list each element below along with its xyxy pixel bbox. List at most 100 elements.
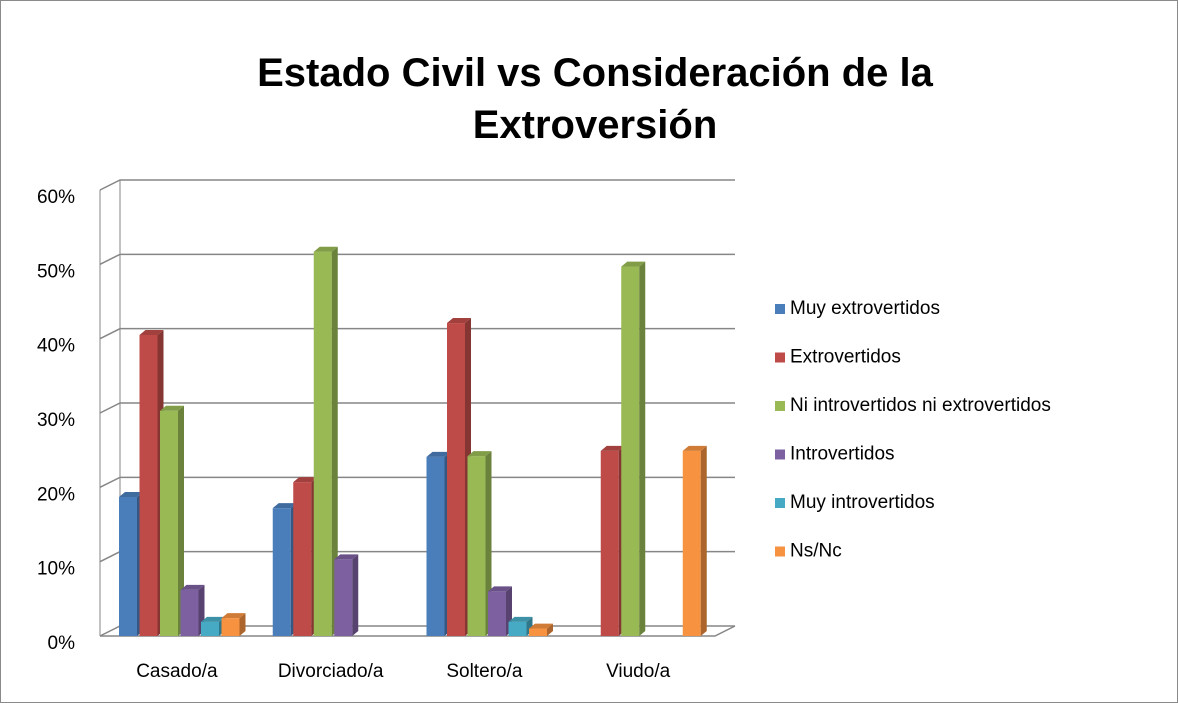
bar-top <box>272 503 297 509</box>
grid-line-segment <box>99 327 735 340</box>
bar <box>201 616 225 636</box>
bar <box>272 503 297 636</box>
legend-swatch <box>775 352 785 363</box>
grid-line-segment <box>99 179 735 191</box>
bar-side <box>639 261 646 636</box>
legend-label: Extrovertidos <box>790 347 901 368</box>
bar-front <box>160 410 178 636</box>
legend-swatch <box>775 401 785 411</box>
bar <box>293 477 318 636</box>
bar <box>621 261 646 636</box>
bar-front <box>201 621 219 636</box>
bar <box>221 613 246 636</box>
y-tick-label: 30% <box>37 410 75 431</box>
bar-top <box>139 329 164 335</box>
bar-front <box>467 456 486 636</box>
bar-top <box>221 613 246 619</box>
bar <box>426 451 451 636</box>
bar-top <box>488 586 512 592</box>
bar-top <box>529 623 553 629</box>
legend-label: Ni introvertidos ni extrovertidos <box>790 395 1051 416</box>
bar <box>488 586 512 636</box>
grid-line <box>99 402 735 414</box>
bar-front <box>119 496 137 636</box>
bar-top <box>426 451 451 457</box>
bar-front <box>488 591 506 636</box>
x-tick-label: Soltero/a <box>446 661 522 682</box>
bar-front <box>272 508 291 636</box>
y-tick-label: 20% <box>37 484 75 505</box>
bar-top <box>600 445 625 451</box>
bar <box>600 445 625 636</box>
chart-title: Estado Civil vs Consideración de la Extro… <box>257 51 934 147</box>
bar-top <box>621 261 646 267</box>
bar-side <box>700 445 707 636</box>
bar-side <box>178 405 184 636</box>
bar-front <box>426 456 445 636</box>
bar-front <box>180 589 199 636</box>
bar-front <box>600 450 619 636</box>
bar-side <box>331 246 338 637</box>
bar-front <box>529 628 547 636</box>
bar-top <box>180 584 205 590</box>
legend-label: Introvertidos <box>790 444 895 465</box>
bar <box>160 405 184 636</box>
bar-front <box>293 482 312 636</box>
bar-front <box>313 251 332 637</box>
bar <box>682 445 707 636</box>
grid-line <box>99 327 735 340</box>
bar <box>467 451 492 636</box>
bar-front <box>621 266 640 636</box>
bar <box>139 329 164 636</box>
bar-side <box>239 613 246 636</box>
legend-swatch <box>775 304 785 314</box>
title-line: Extroversión <box>473 103 718 147</box>
x-tick-label: Viudo/a <box>606 661 671 682</box>
bar <box>334 554 359 636</box>
bar <box>119 491 143 636</box>
bar <box>313 246 338 637</box>
bar-side <box>547 623 553 636</box>
y-tick-label: 10% <box>37 559 75 580</box>
bar <box>180 584 205 636</box>
bar-front <box>508 621 527 636</box>
bar-top <box>201 616 225 622</box>
legend-swatch <box>775 498 785 508</box>
bar-top <box>160 405 184 411</box>
title-line: Estado Civil vs Consideración de la <box>257 51 934 95</box>
y-tick-label: 0% <box>48 633 76 654</box>
y-tick-label: 60% <box>37 187 75 208</box>
bar-front <box>334 559 353 636</box>
legend-label: Ns/Nc <box>790 541 842 562</box>
y-tick-label: 40% <box>37 336 75 357</box>
bar-side <box>352 554 359 636</box>
bar-top <box>334 554 359 560</box>
bar <box>529 623 553 636</box>
bar-front <box>221 618 240 636</box>
bar-top <box>508 616 533 622</box>
grid-line-segment <box>99 476 735 489</box>
grid-line <box>99 476 735 489</box>
bar-front <box>682 450 701 636</box>
bar-front <box>447 323 465 636</box>
legend-label: Muy introvertidos <box>790 492 935 513</box>
legend-swatch <box>775 546 785 557</box>
grid-line <box>99 179 735 191</box>
bar-front <box>139 334 158 636</box>
bar-top <box>293 477 318 483</box>
bar-top <box>447 318 471 324</box>
x-tick-label: Divorciado/a <box>278 661 384 682</box>
legend-swatch <box>775 449 785 460</box>
grid-line <box>99 253 735 266</box>
bar-top <box>467 451 492 457</box>
x-tick-label: Casado/a <box>136 661 218 682</box>
bar <box>508 616 533 636</box>
bar-top <box>682 445 707 451</box>
grid-line-segment <box>99 402 735 414</box>
bar-top <box>119 491 143 497</box>
y-tick-label: 50% <box>37 261 75 282</box>
grid-line-segment <box>99 253 735 266</box>
bar <box>447 318 471 636</box>
bar-top <box>313 246 338 252</box>
